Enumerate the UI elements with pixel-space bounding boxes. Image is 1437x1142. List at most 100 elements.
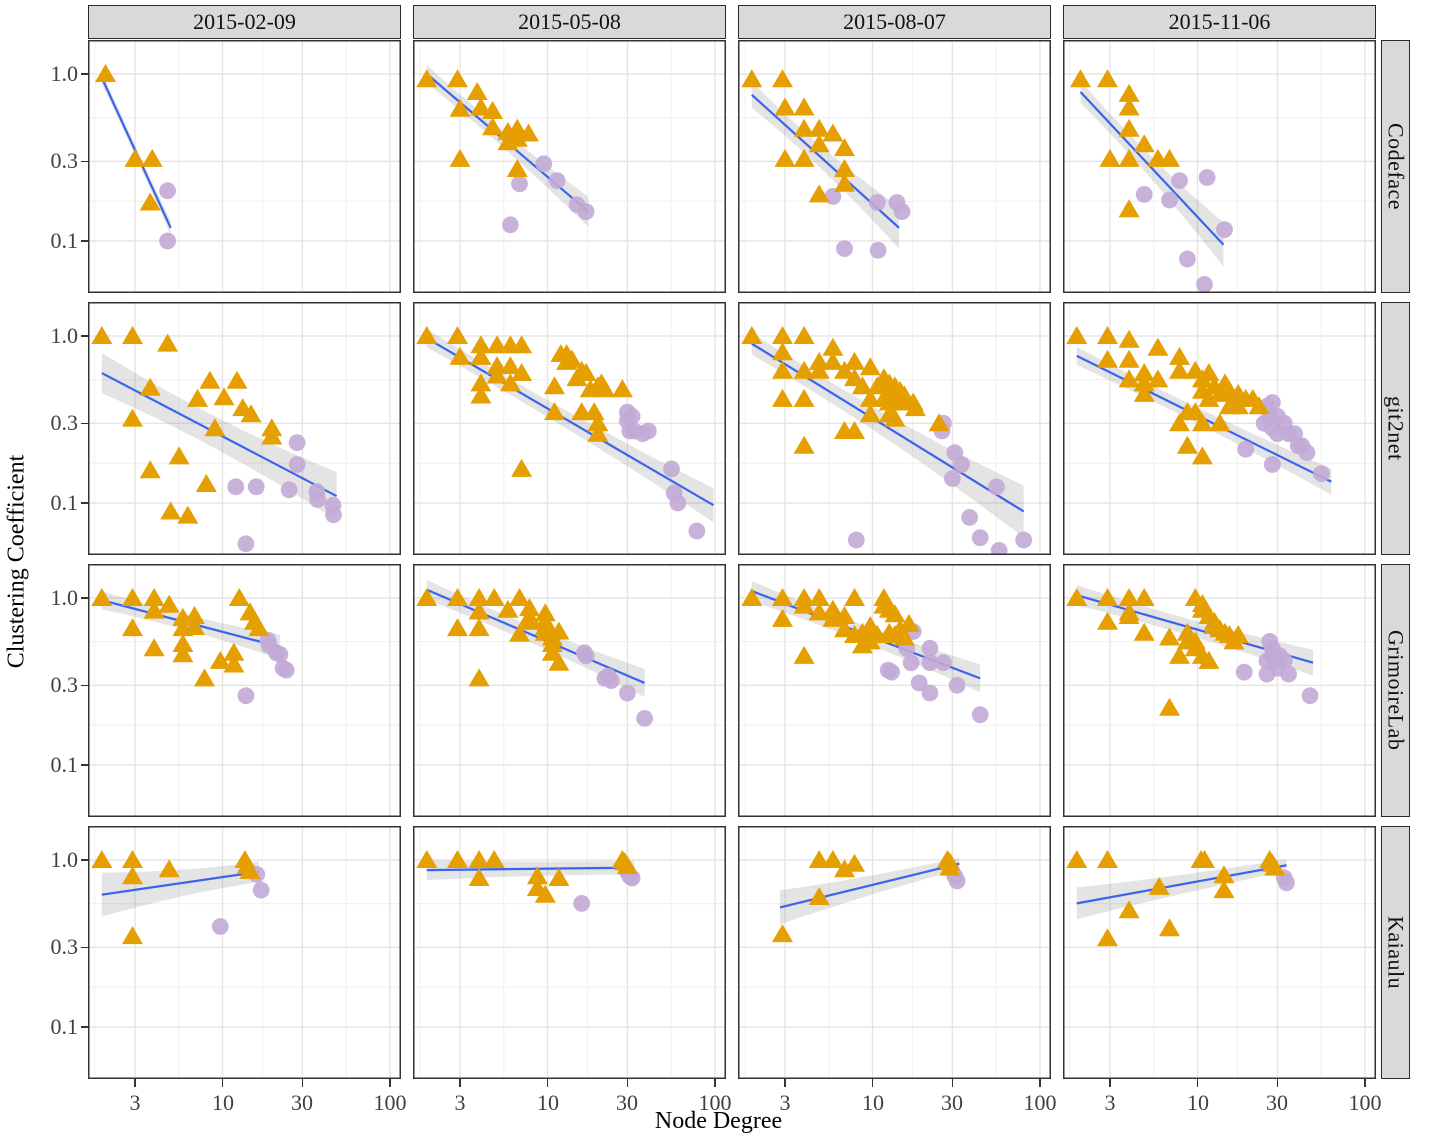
triangle-point [1198,363,1220,381]
y-tick-label: 0.3 [50,934,79,959]
triangle-point [822,123,844,142]
triangle-point [223,654,245,673]
facet-panel-GrimoireLab-2015-08-07 [738,564,1051,817]
triangle-point [1118,349,1140,368]
triangle-point [1097,349,1118,368]
row-strip-label: git2net [1381,302,1410,555]
triangle-point [939,857,961,876]
x-tick-mark [221,1079,224,1087]
panel-border [413,564,726,817]
triangle-point [468,588,490,606]
panel-border [738,40,1051,293]
triangle-point [774,97,796,116]
triangle-point [741,326,763,344]
x-tick-label: 10 [1187,1090,1209,1115]
triangle-point [859,404,881,423]
circle-point [548,172,566,190]
triangle-point [122,926,143,945]
circle-point [277,661,295,679]
triangle-point [416,588,438,606]
triangle-point [928,413,950,432]
circle-point [325,506,342,524]
triangle-point [506,159,528,177]
triangle-point [187,388,209,407]
triangle-point [1133,134,1155,153]
triangle-point [1118,606,1140,624]
triangle-point [741,588,763,606]
triangle-point [466,82,488,100]
triangle-point [239,860,261,879]
y-tick-label: 0.3 [50,148,79,173]
circle-point [1298,444,1316,462]
triangle-point [168,446,190,465]
x-tick-mark [546,1079,549,1087]
triangle-point [808,134,830,153]
x-tick-label: 100 [1348,1090,1382,1115]
triangle-point [534,884,556,903]
circle-point [971,529,989,547]
circle-point [211,918,229,935]
triangle-point [470,335,492,354]
x-tick-label: 10 [537,1090,559,1115]
triangle-point [1097,928,1118,947]
triangle-point [470,97,492,116]
confidence-band [101,861,259,917]
triangle-point [511,335,533,354]
circle-point [847,531,865,549]
circle-point [237,535,255,553]
triangle-point [506,118,528,137]
circle-point [935,654,952,672]
triangle-point [1147,369,1169,388]
circle-point [1313,465,1330,482]
triangle-point [91,588,113,606]
triangle-point [548,868,570,886]
x-tick-label: 30 [616,1090,638,1115]
confidence-band [1076,585,1314,676]
triangle-point [519,611,540,630]
triangle-point [548,652,570,671]
triangle-point [822,337,844,356]
triangle-point [482,101,504,119]
triangle-point [1118,199,1140,218]
circle-point [636,710,653,727]
triangle-point [416,69,438,88]
triangle-point [122,850,143,868]
triangle-point [844,853,865,872]
y-tick-label: 1.0 [50,61,79,86]
panel-border [413,302,726,555]
triangle-point [506,128,528,147]
facet-panel-Codeface-2015-08-07 [738,40,1051,293]
x-tick-label: 10 [212,1090,234,1115]
triangle-point [1198,388,1220,407]
triangle-point [194,668,215,687]
triangle-point [834,138,855,157]
column-strip-label: 2015-08-07 [738,5,1051,39]
triangle-point [793,326,815,344]
circle-point [1161,191,1178,209]
panel-border [413,40,726,293]
circle-point [1235,663,1253,681]
triangle-point [611,379,633,398]
triangle-point [240,404,262,423]
y-tick-mark [81,502,88,504]
panel-border [88,564,401,817]
triangle-point [1147,337,1169,356]
circle-point [948,872,966,890]
y-tick-label: 1.0 [50,585,79,610]
triangle-point [772,588,793,606]
circle-point [1179,250,1196,268]
triangle-point [91,850,113,868]
triangle-point [793,388,815,407]
triangle-point [544,402,565,421]
triangle-point [793,645,815,664]
x-tick-label: 3 [454,1090,466,1115]
triangle-point [1133,588,1155,606]
column-strip-label: 2015-11-06 [1063,5,1376,39]
trend-line [779,862,960,909]
circle-point [990,542,1008,555]
triangle-point [139,460,161,479]
triangle-point [447,326,468,344]
circle-point [252,881,270,899]
triangle-point [1227,625,1249,643]
triangle-point [1176,435,1198,454]
